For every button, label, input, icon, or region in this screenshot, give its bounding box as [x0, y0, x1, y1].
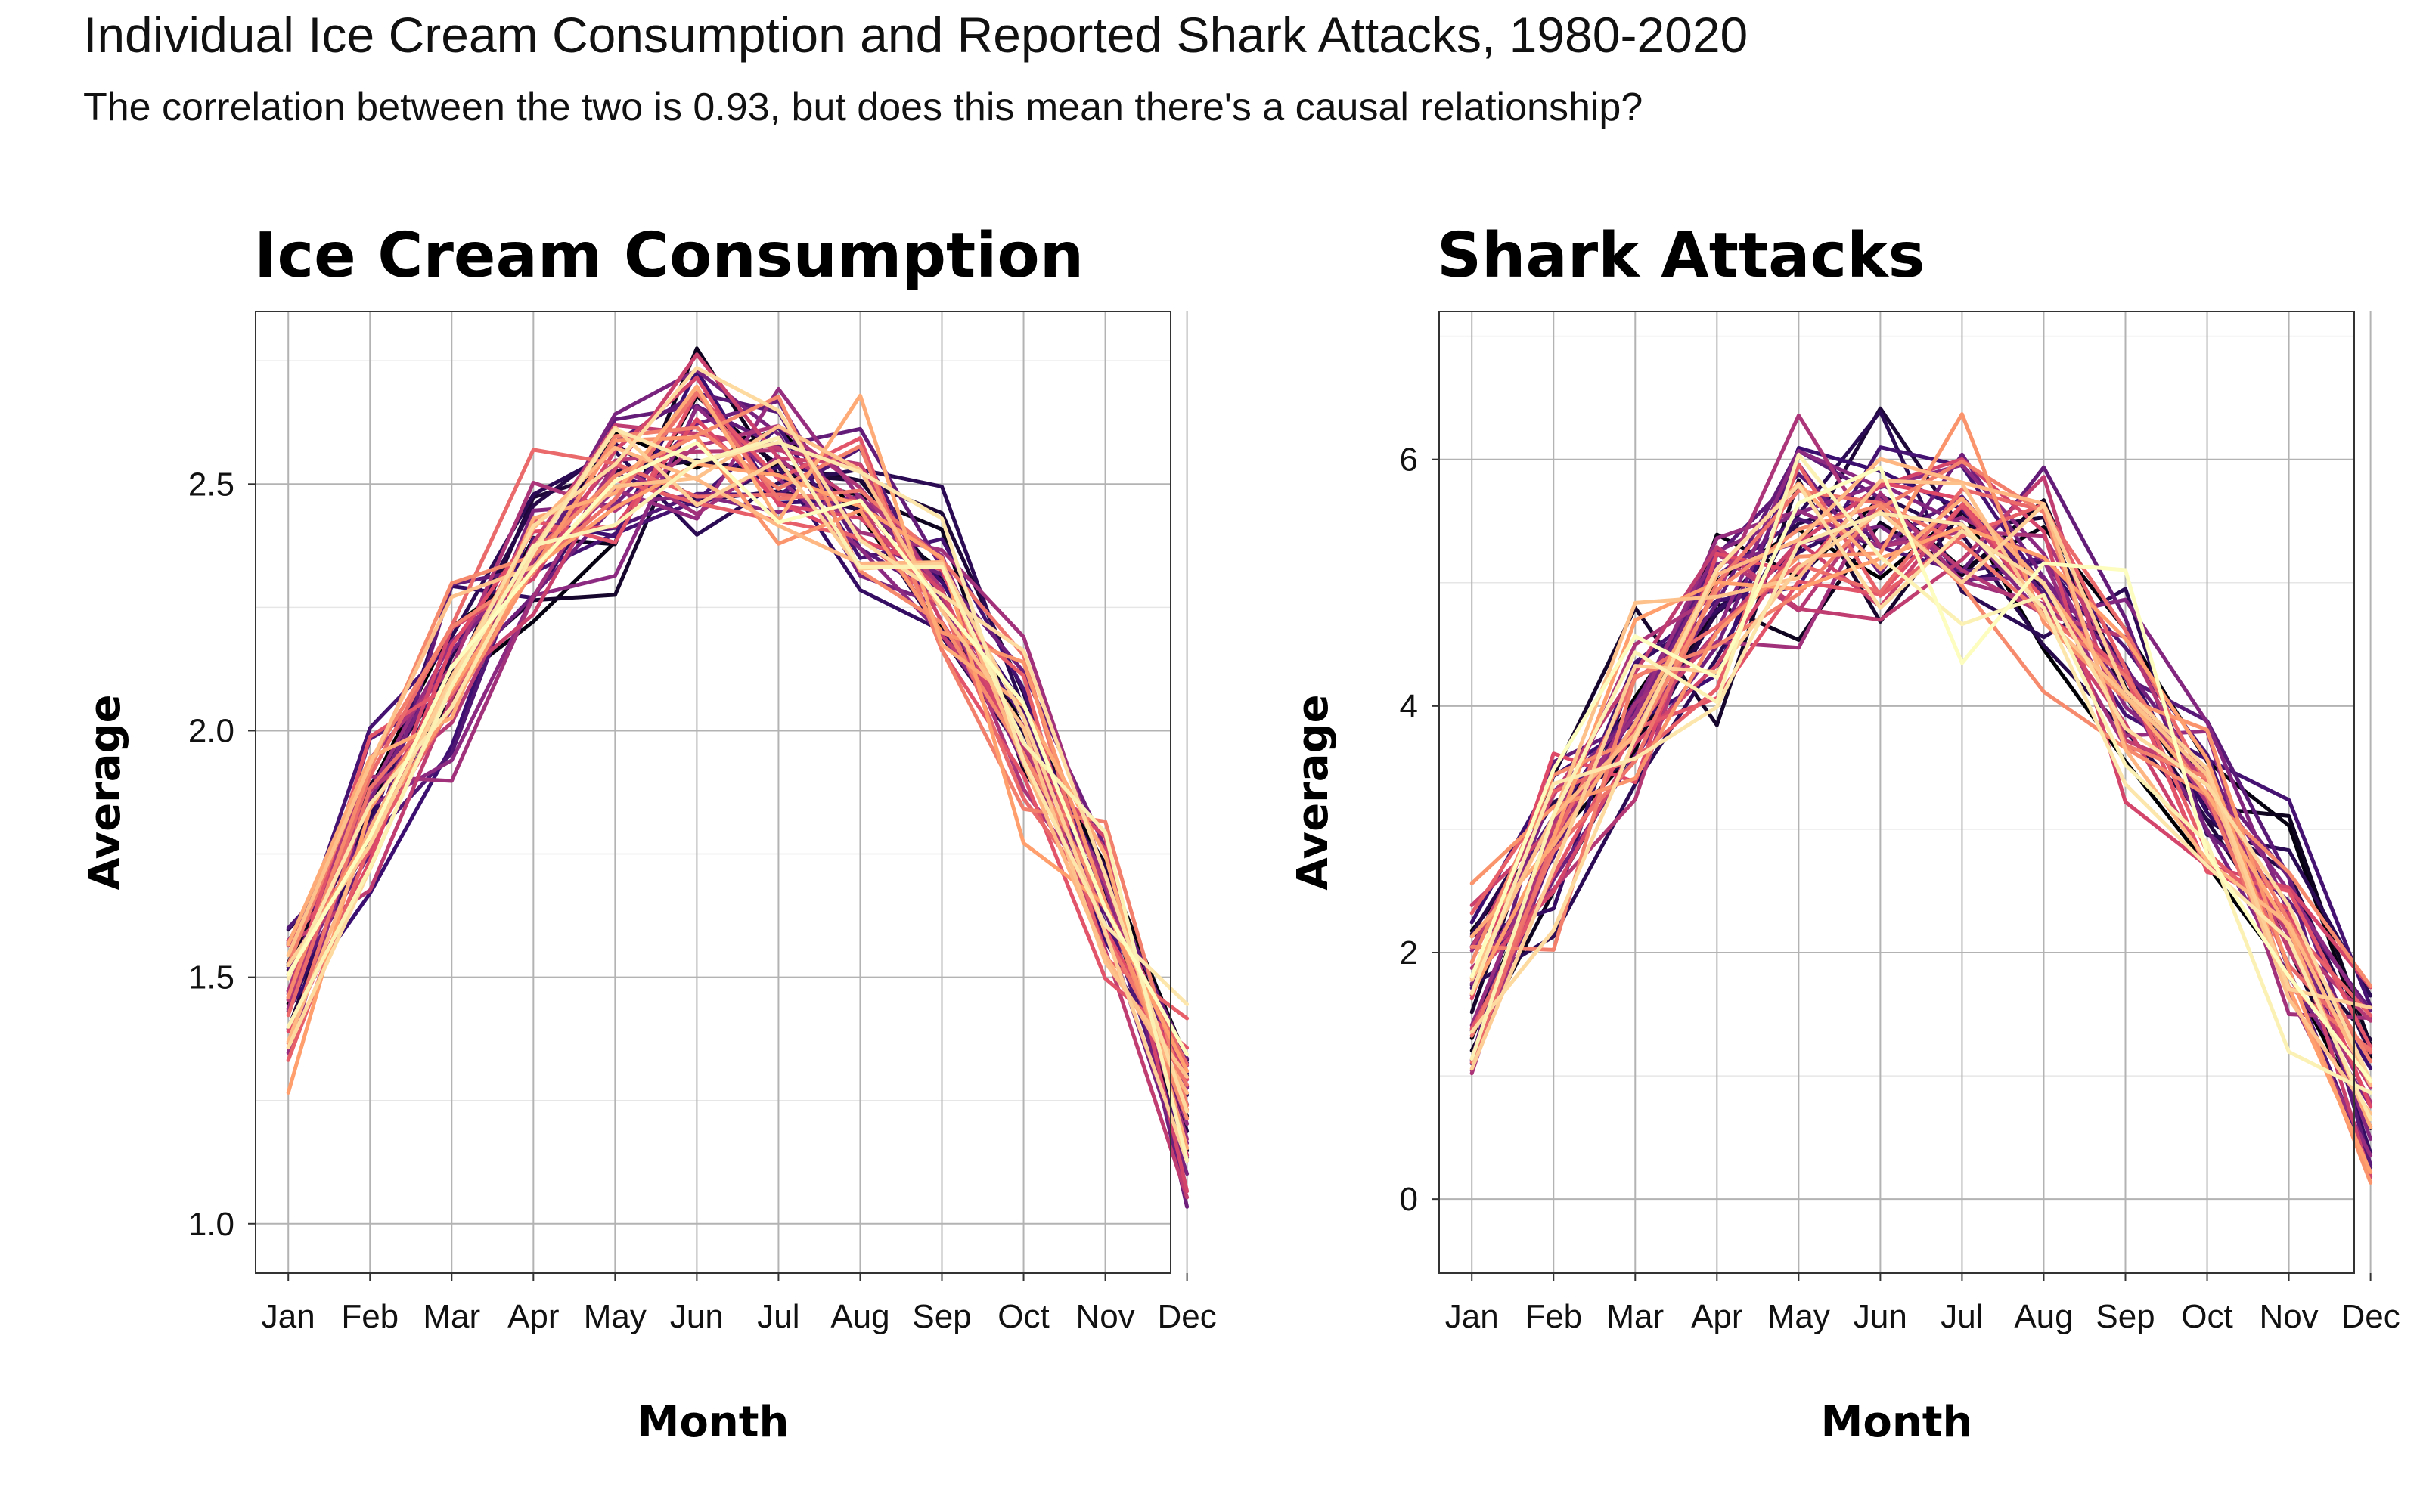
y-tick-label: 4 — [1400, 688, 1418, 725]
shark-attacks-series-lines — [1469, 406, 2373, 1185]
series-line-2019 — [286, 435, 1190, 1163]
series-line-2010 — [286, 395, 1190, 1120]
shark-attacks-panel: Shark Attacks 0 2 4 6 Jan Feb Mar Apr May Jun Jul… — [1289, 220, 2400, 1447]
ice-cream-y-axis-label: Average — [81, 694, 130, 890]
x-tick-label: Apr — [1691, 1298, 1742, 1335]
series-line-2003 — [286, 375, 1190, 1194]
ice-cream-panel: Ice Cream Consumption 1.0 1.5 2.0 2.5 Jan Fe… — [81, 220, 1217, 1447]
chart-subtitle: The correlation between the two is 0.93,… — [83, 85, 1643, 129]
ice-cream-x-axis-label: Month — [638, 1398, 790, 1447]
x-tick-label: Jan — [1445, 1298, 1499, 1335]
x-tick-label: Oct — [997, 1298, 1049, 1335]
x-tick-label: Mar — [423, 1298, 480, 1335]
shark-attacks-plot-frame — [1438, 311, 2355, 1274]
ice-cream-x-axis: Jan Feb Mar Apr May Jun Jul Aug Sep Oct Nov Dec — [262, 1273, 1217, 1335]
shark-attacks-y-axis: 0 2 4 6 — [1400, 442, 1439, 1218]
x-tick-label: Nov — [1075, 1298, 1134, 1335]
x-tick-label: Apr — [507, 1298, 559, 1335]
shark-attacks-y-axis-label: Average — [1289, 694, 1338, 890]
x-tick-label: Dec — [2341, 1298, 2400, 1335]
x-tick-label: Jun — [670, 1298, 724, 1335]
series-line-2015 — [1469, 479, 2373, 1116]
series-line-2008 — [1469, 488, 2373, 1052]
chart-title: Individual Ice Cream Consumption and Rep… — [83, 7, 1748, 63]
x-tick-label: Aug — [830, 1298, 889, 1335]
x-tick-label: May — [1767, 1298, 1830, 1335]
x-tick-label: Sep — [2096, 1298, 2155, 1335]
x-tick-label: Feb — [341, 1298, 399, 1335]
series-line-2020 — [1469, 465, 2373, 1083]
shark-attacks-x-axis-label: Month — [1821, 1398, 1973, 1447]
y-tick-label: 6 — [1400, 442, 1418, 479]
x-tick-label: Oct — [2181, 1298, 2232, 1335]
ice-cream-panel-title: Ice Cream Consumption — [254, 220, 1084, 292]
x-tick-label: Jun — [1854, 1298, 1907, 1335]
x-tick-label: Dec — [1157, 1298, 1216, 1335]
y-tick-label: 2.0 — [188, 712, 234, 749]
ice-cream-series-lines — [286, 346, 1190, 1209]
y-tick-label: 2 — [1400, 934, 1418, 971]
shark-attacks-x-axis: Jan Feb Mar Apr May Jun Jul Aug Sep Oct Nov Dec — [1445, 1273, 2400, 1335]
series-line-2006 — [286, 478, 1190, 1062]
ice-cream-plot-frame — [255, 311, 1171, 1274]
x-tick-label: Feb — [1525, 1298, 1582, 1335]
y-tick-label: 1.0 — [188, 1206, 234, 1243]
x-tick-label: Mar — [1606, 1298, 1664, 1335]
x-tick-label: Sep — [912, 1298, 971, 1335]
x-tick-label: Nov — [2259, 1298, 2318, 1335]
x-tick-label: Jul — [757, 1298, 799, 1335]
x-tick-label: Aug — [2014, 1298, 2073, 1335]
y-tick-label: 0 — [1400, 1181, 1418, 1218]
x-tick-label: Jan — [262, 1298, 315, 1335]
series-line-1992 — [286, 404, 1190, 1061]
y-tick-label: 2.5 — [188, 466, 234, 503]
series-line-2009 — [286, 426, 1190, 1108]
series-line-2018 — [286, 427, 1190, 1006]
x-tick-label: Jul — [1941, 1298, 1983, 1335]
ice-cream-y-axis: 1.0 1.5 2.0 2.5 — [188, 466, 256, 1243]
series-line-1998 — [286, 454, 1190, 1142]
y-tick-label: 1.5 — [188, 959, 234, 996]
shark-attacks-panel-title: Shark Attacks — [1437, 220, 1925, 292]
series-line-1986 — [1469, 410, 2373, 998]
x-tick-label: May — [584, 1298, 647, 1335]
series-line-2020 — [286, 441, 1190, 1057]
series-line-2011 — [286, 435, 1190, 1112]
